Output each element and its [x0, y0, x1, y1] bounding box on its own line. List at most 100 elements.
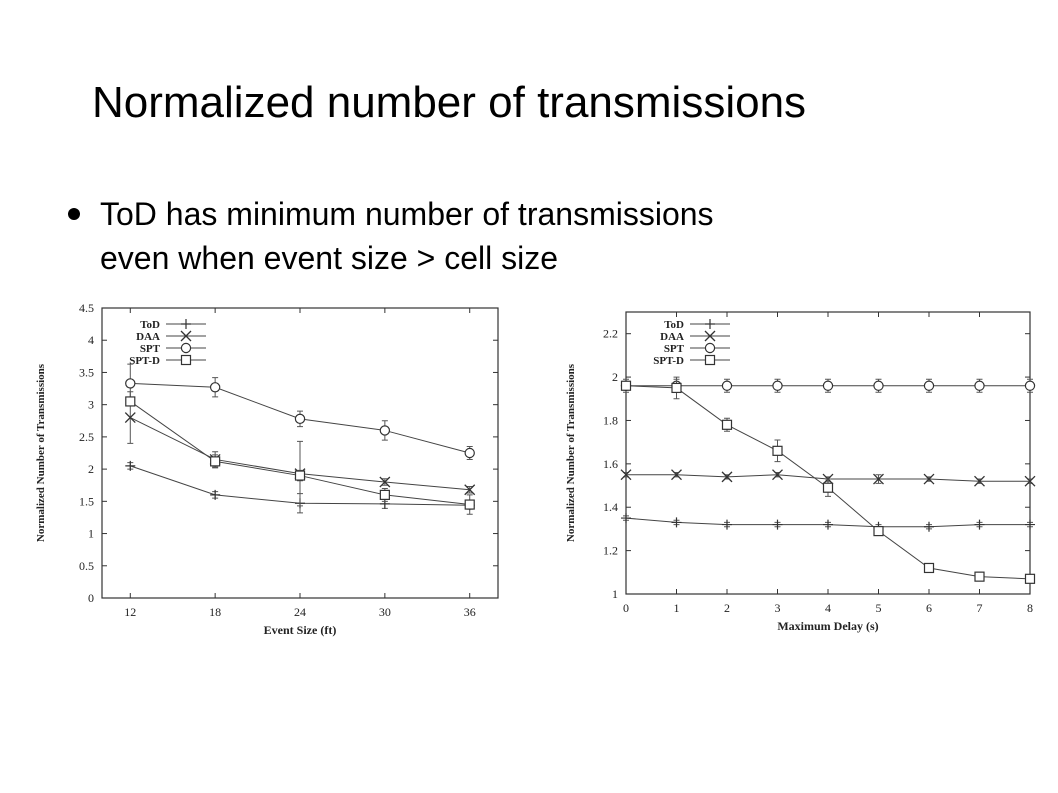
slide-title: Normalized number of transmissions: [92, 78, 807, 127]
y-axis-label: Normalized Number of Transmissions: [35, 363, 47, 542]
data-point-daa: [1024, 475, 1036, 487]
y-tick-label: 1.4: [603, 500, 618, 514]
data-point-spt-d: [620, 380, 632, 391]
x-axis-label: Maximum Delay (s): [777, 619, 878, 633]
legend-label: DAA: [660, 331, 684, 343]
data-point-spt: [721, 380, 733, 391]
legend-marker-daa: [180, 330, 192, 342]
x-tick-label: 30: [379, 605, 391, 619]
bullet-list: ToD has minimum number of transmissions …: [62, 192, 1000, 280]
legend-label: ToD: [140, 319, 160, 331]
data-point-daa: [923, 473, 935, 485]
data-point-spt-d: [671, 382, 682, 394]
x-tick-label: 2: [724, 601, 730, 615]
data-point-spt: [464, 447, 475, 459]
data-point-spt-d: [125, 396, 136, 407]
y-tick-label: 1.6: [603, 457, 618, 471]
legend-label: SPT: [664, 343, 685, 355]
y-tick-label: 1.5: [79, 494, 94, 508]
data-point-spt-d: [974, 571, 985, 582]
plot-frame: [625, 311, 1031, 595]
data-point-spt: [873, 380, 884, 391]
data-point-daa: [464, 484, 476, 496]
data-point-spt: [1024, 380, 1036, 391]
data-point-spt-d: [379, 489, 390, 500]
y-tick-label: 1: [612, 587, 618, 601]
legend-marker-spt-d: [180, 354, 192, 366]
data-point-daa: [721, 471, 733, 483]
data-point-daa: [124, 412, 136, 424]
data-point-spt: [379, 425, 391, 436]
x-tick-label: 18: [209, 605, 221, 619]
x-tick-label: 1: [674, 601, 680, 615]
data-point-spt: [294, 413, 306, 425]
y-tick-label: 0: [88, 591, 94, 605]
data-point-tod: [974, 519, 985, 530]
legend-marker-spt: [180, 342, 192, 354]
legend-marker-spt-d: [704, 354, 716, 366]
legend-marker-tod: [705, 319, 715, 329]
data-point-spt-d: [1024, 573, 1036, 584]
data-point-daa: [974, 475, 985, 487]
y-tick-label: 1.8: [603, 413, 618, 427]
y-tick-label: 3.5: [79, 365, 94, 379]
legend-marker-daa: [704, 330, 716, 342]
data-point-spt-d: [822, 482, 834, 493]
data-point-daa: [772, 469, 783, 481]
data-point-spt-d: [873, 525, 884, 537]
data-point-tod: [772, 519, 783, 530]
data-point-daa: [379, 476, 391, 488]
y-tick-label: 4.5: [79, 301, 94, 315]
data-point-tod: [722, 519, 732, 530]
data-point-daa: [620, 469, 632, 481]
data-point-spt-d: [294, 470, 306, 481]
y-tick-label: 1.2: [603, 544, 618, 558]
chart-event-size: 0 0.5 1 1.5 2 2.5 3 3.5 4 4.5 12 18 24 30 36 Event Size…: [35, 301, 499, 637]
data-point-spt: [125, 378, 136, 389]
x-tick-label: 7: [977, 601, 983, 615]
bullet-item: ToD has minimum number of transmissions …: [62, 192, 1000, 280]
y-tick-label: 0.5: [79, 559, 94, 573]
legend-label: SPT: [140, 343, 161, 355]
data-point-daa: [873, 473, 884, 485]
x-tick-label: 36: [464, 605, 476, 619]
data-point-spt: [209, 382, 221, 393]
x-tick-label: 0: [623, 601, 629, 615]
data-point-tod: [621, 513, 631, 524]
y-tick-label: 4: [88, 333, 94, 347]
x-axis-label: Event Size (ft): [264, 623, 337, 637]
data-point-spt-d: [923, 562, 935, 574]
y-tick-label: 2.5: [79, 430, 94, 444]
data-point-tod: [1025, 519, 1035, 530]
x-tick-label: 8: [1027, 601, 1033, 615]
data-point-tod: [924, 521, 934, 532]
x-tick-label: 5: [876, 601, 882, 615]
bullet-dot-icon: [68, 208, 80, 220]
y-tick-label: 3: [88, 398, 94, 412]
y-tick-label: 1: [88, 527, 94, 541]
x-tick-label: 4: [825, 601, 831, 615]
data-point-spt-d: [721, 419, 733, 430]
data-point-tod: [125, 460, 136, 471]
legend-label: ToD: [664, 319, 684, 331]
data-point-tod: [671, 517, 682, 528]
legend-marker-tod: [181, 319, 191, 329]
y-tick-label: 2.2: [603, 327, 618, 341]
data-point-daa: [671, 469, 682, 481]
data-point-spt: [772, 380, 783, 391]
data-point-spt-d: [464, 499, 475, 510]
legend-label: DAA: [136, 331, 160, 343]
y-tick-label: 2: [88, 462, 94, 476]
data-point-spt: [923, 380, 935, 391]
data-point-spt: [822, 380, 834, 391]
data-point-spt-d: [210, 456, 221, 467]
x-tick-label: 3: [775, 601, 781, 615]
data-point-tod: [210, 489, 221, 500]
y-tick-label: 2: [612, 370, 618, 384]
legend-label: SPT-D: [653, 355, 684, 367]
x-tick-label: 6: [926, 601, 932, 615]
data-point-spt: [974, 380, 985, 391]
data-point-tod: [823, 519, 833, 530]
y-axis-label: Normalized Number of Transmissions: [565, 363, 577, 542]
